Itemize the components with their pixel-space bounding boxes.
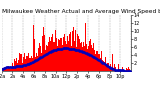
Text: Milwaukee Weather Actual and Average Wind Speed by Minute mph (Last 24 Hours): Milwaukee Weather Actual and Average Win…: [2, 9, 160, 14]
